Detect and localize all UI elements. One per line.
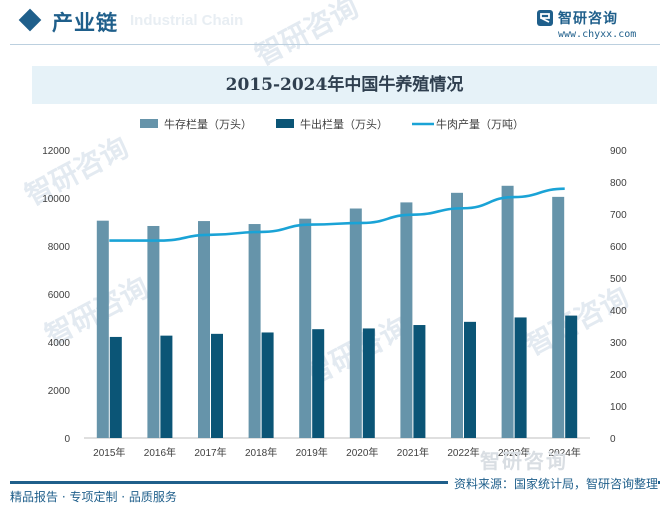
- bar-slaughter: [261, 332, 274, 438]
- bar-slaughter: [109, 336, 122, 438]
- bar-slaughter: [514, 317, 527, 438]
- bar-slaughter: [464, 321, 476, 438]
- bar-slaughter: [413, 325, 426, 438]
- x-tick-label: 2023年: [498, 446, 530, 459]
- x-tick-label: 2020年: [346, 446, 378, 459]
- bar-stock: [501, 185, 514, 438]
- bar-stock: [147, 225, 160, 438]
- x-tick-label: 2024年: [549, 446, 581, 459]
- y-left-tick-label: 2000: [48, 386, 71, 397]
- y-right-tick-label: 300: [610, 338, 627, 349]
- brand-icon: [537, 10, 553, 26]
- footer-tagline: 精品报告 · 专项定制 · 品质服务: [10, 490, 177, 504]
- x-tick-label: 2016年: [144, 446, 176, 459]
- header-divider: [10, 44, 660, 45]
- x-tick-label: 2021年: [397, 446, 429, 459]
- y-left-tick-label: 4000: [48, 338, 71, 349]
- bar-stock: [349, 208, 362, 438]
- line-beef-output: [109, 187, 565, 242]
- bar-stock: [299, 218, 312, 438]
- footer-source: 资料来源：国家统计局，智研咨询整理: [447, 475, 658, 492]
- chart-title: 2015-2024年中国牛养殖情况: [225, 75, 464, 95]
- legend-label: 牛存栏量（万头）: [164, 117, 252, 131]
- watermark-logo: 智研咨询: [480, 449, 568, 473]
- y-right-tick-label: 900: [610, 146, 627, 157]
- bar-stock: [400, 202, 413, 438]
- y-right-tick-label: 600: [610, 242, 627, 253]
- bar-slaughter: [312, 329, 325, 438]
- legend-swatch-slaughter: [276, 119, 294, 128]
- bar-slaughter: [362, 328, 375, 438]
- header-ghost-text: Industrial Chain: [130, 12, 244, 29]
- brand-logo: 智研咨询 www.chyxx.com: [536, 8, 656, 48]
- x-tick-label: 2018年: [245, 446, 277, 459]
- footer-bar: [10, 481, 660, 484]
- y-right-tick-label: 200: [610, 370, 627, 381]
- x-tick-label: 2019年: [296, 446, 328, 459]
- bar-stock: [451, 192, 463, 438]
- y-right-tick-label: 100: [610, 402, 627, 413]
- x-tick-label: 2015年: [93, 446, 125, 459]
- chart-title-band: 2015-2024年中国牛养殖情况: [32, 66, 657, 104]
- y-left-tick-label: 8000: [48, 242, 71, 253]
- y-left-tick-label: 10000: [42, 194, 70, 205]
- y-right-tick-label: 800: [610, 178, 627, 189]
- y-left-tick-label: 6000: [48, 290, 71, 301]
- bar-stock: [248, 224, 261, 438]
- legend-label: 牛肉产量（万吨）: [436, 117, 524, 131]
- bar-stock: [96, 220, 109, 438]
- legend-swatch-stock: [140, 119, 158, 128]
- y-right-tick-label: 700: [610, 210, 627, 221]
- y-left-tick-label: 12000: [42, 146, 70, 157]
- x-tick-label: 2022年: [447, 446, 479, 459]
- brand-url: www.chyxx.com: [558, 29, 637, 40]
- bar-stock: [552, 196, 565, 438]
- bar-slaughter: [160, 335, 173, 438]
- x-tick-label: 2017年: [194, 446, 226, 459]
- header: 产业链 Industrial Chain 智研咨询 www.chyxx.com: [0, 0, 670, 44]
- y-left-tick-label: 0: [64, 434, 70, 445]
- bar-slaughter: [211, 333, 223, 438]
- legend-label: 牛出栏量（万头）: [300, 117, 388, 131]
- y-right-tick-label: 0: [610, 434, 616, 445]
- y-right-tick-label: 400: [610, 306, 627, 317]
- bar-slaughter: [565, 315, 578, 438]
- page-title: 产业链: [52, 11, 118, 35]
- brand-name: 智研咨询: [558, 11, 618, 27]
- y-right-tick-label: 500: [610, 274, 627, 285]
- bar-stock: [198, 221, 210, 438]
